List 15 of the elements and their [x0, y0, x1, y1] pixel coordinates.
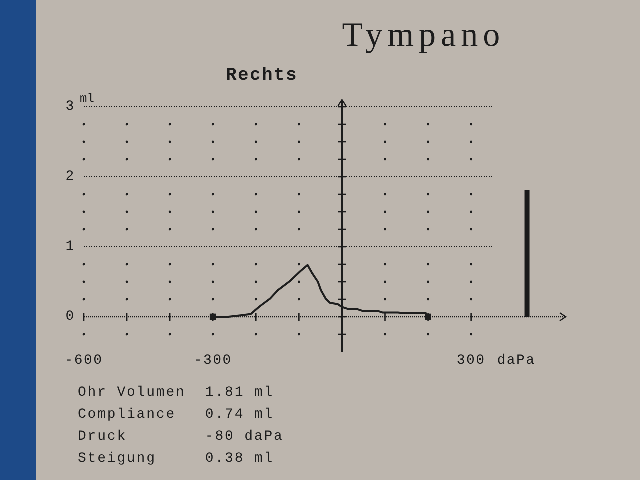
x-tick-label: -600	[64, 353, 104, 369]
y-tick-label: 2	[66, 169, 74, 185]
text: Steigung 0.38 ml	[78, 451, 274, 467]
text: Ohr Volumen 1.81 ml	[78, 385, 274, 401]
y-tick-label: 1	[66, 239, 74, 255]
y-tick-label: 0	[66, 309, 74, 325]
x-axis-title: daPa	[497, 353, 536, 369]
chart-subtitle: Rechts	[226, 66, 298, 86]
x-tick-label: 300	[456, 353, 486, 369]
text: Compliance 0.74 ml	[78, 407, 274, 423]
x-tick-label: -300	[194, 353, 232, 369]
y-tick-label: 3	[66, 99, 74, 115]
chart-title: Tympano	[342, 17, 506, 54]
text: Druck -80 daPa	[78, 429, 284, 445]
y-axis-title: ml	[80, 92, 94, 106]
